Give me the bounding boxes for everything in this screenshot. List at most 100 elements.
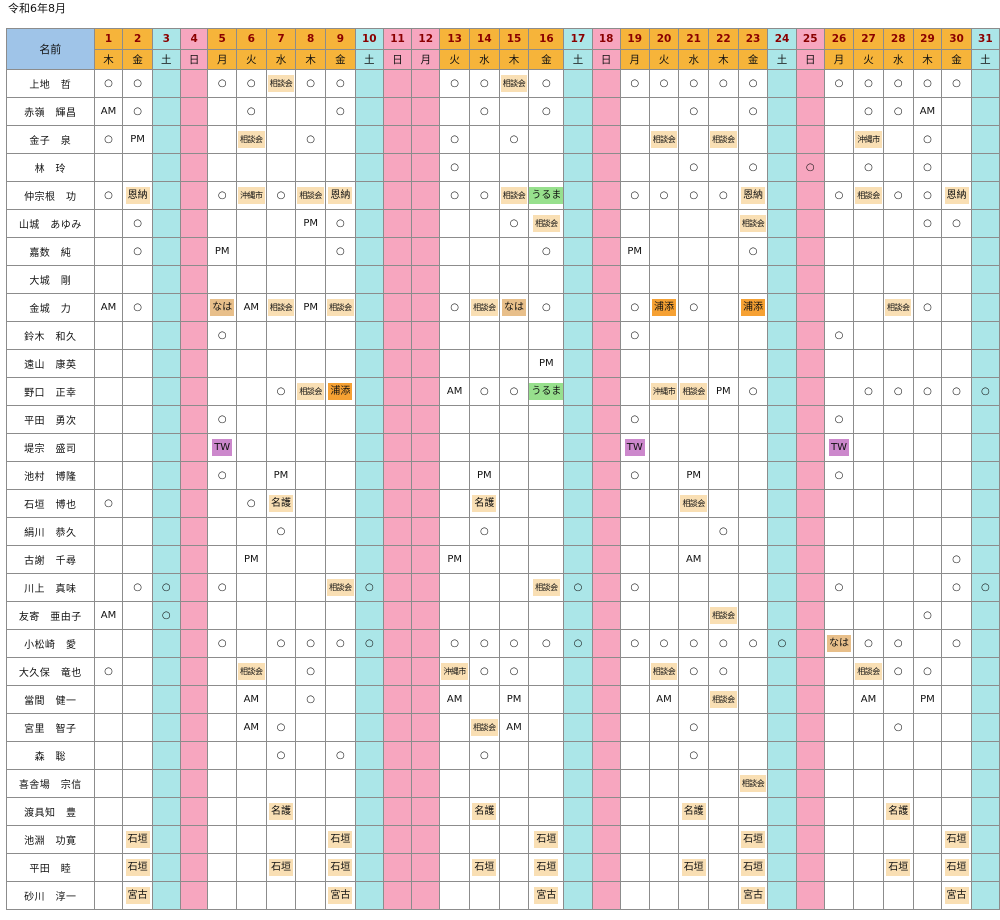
schedule-cell [207,685,237,714]
schedule-cell: ○ [619,181,650,210]
schedule-cell: ○ [469,97,500,126]
schedule-cell [970,125,1000,154]
schedule-cell: ○ [563,573,593,602]
schedule-cell [970,825,1000,854]
schedule-cell: ○ [619,293,650,322]
schedule-cell [207,825,237,854]
schedule-cell [941,657,972,686]
available-mark: ○ [542,78,551,89]
schedule-cell [93,573,124,602]
schedule-cell [882,349,914,378]
schedule-cell [795,181,825,210]
schedule-cell [207,881,237,910]
available-mark: ○ [834,582,844,593]
schedule-cell [708,293,739,322]
schedule-cell [207,713,237,742]
schedule-cell [737,573,769,602]
schedule-cell [354,685,384,714]
schedule-cell: 石垣 [325,825,356,854]
schedule-cell [648,237,680,266]
schedule-cell [678,209,710,238]
schedule-cell [235,377,267,406]
schedule-cell: ○ [207,573,237,602]
schedule-cell [563,825,593,854]
table-row: 喜舎場 宗信 相談会 [6,769,1000,798]
schedule-cell: ○ [823,405,855,434]
member-name: 鈴木 和久 [6,321,95,350]
schedule-cell [970,629,1000,658]
schedule-cell [295,237,327,266]
schedule-cell [678,265,710,294]
schedule-cell: ○ [325,629,356,658]
schedule-cell: PM [528,349,565,378]
schedule-cell [439,517,470,546]
schedule-cell [235,433,267,462]
schedule-cell: 石垣 [325,853,356,882]
schedule-cell [737,741,769,770]
schedule-cell [354,181,384,210]
available-mark: ○ [659,78,669,89]
schedule-cell [591,125,621,154]
schedule-cell [823,517,855,546]
schedule-cell [354,433,384,462]
schedule-tag: TW [212,439,233,456]
schedule-cell [823,125,855,154]
day-number: 24 [767,28,797,50]
schedule-cell [970,657,1000,686]
schedule-cell [295,349,327,378]
schedule-cell [469,349,500,378]
schedule-cell: 相談会 [469,713,500,742]
schedule-cell [823,209,855,238]
schedule-cell [591,797,621,826]
available-mark: ○ [217,78,227,89]
schedule-cell [439,825,470,854]
schedule-cell: 恩納 [325,181,356,210]
schedule-cell [970,153,1000,182]
schedule-cell [469,881,500,910]
schedule-cell [648,433,680,462]
schedule-cell [93,825,124,854]
schedule-cell [151,349,181,378]
schedule-cell [93,209,124,238]
schedule-cell [591,209,621,238]
schedule-cell [122,601,153,630]
table-row: 砂川 淳一 宮古 宮古 宮古 宮古 宮古 [6,881,1000,910]
schedule-cell: AM [853,685,884,714]
schedule-cell [648,461,680,490]
schedule-cell [411,125,441,154]
schedule-cell [912,265,943,294]
schedule-cell [795,629,825,658]
member-name: 嘉数 純 [6,237,95,266]
available-mark: ○ [893,78,903,89]
schedule-cell [767,181,797,210]
schedule-cell [941,433,972,462]
schedule-cell [563,237,593,266]
available-mark: ○ [509,666,519,677]
schedule-cell: ○ [151,573,181,602]
schedule-cell [354,209,384,238]
schedule-cell [678,433,710,462]
schedule-cell [591,377,621,406]
schedule-cell: 宮古 [325,881,356,910]
schedule-cell [823,349,855,378]
schedule-cell [498,97,530,126]
schedule-cell [295,713,327,742]
schedule-tag: AM [656,694,672,705]
day-of-week: 土 [970,48,1000,70]
schedule-cell [591,825,621,854]
schedule-tag: PM [506,694,522,705]
schedule-cell [179,629,209,658]
schedule-cell [265,545,297,574]
schedule-cell [382,69,413,98]
schedule-cell: 石垣 [737,853,769,882]
schedule-tag: AM [100,106,117,117]
schedule-cell [295,321,327,350]
schedule-cell: 相談会 [528,209,565,238]
schedule-tag: 相談会 [297,383,324,400]
schedule-cell: 相談会 [648,657,680,686]
schedule-cell [795,69,825,98]
schedule-cell [941,601,972,630]
schedule-cell [498,853,530,882]
schedule-cell [912,797,943,826]
schedule-cell [708,573,739,602]
